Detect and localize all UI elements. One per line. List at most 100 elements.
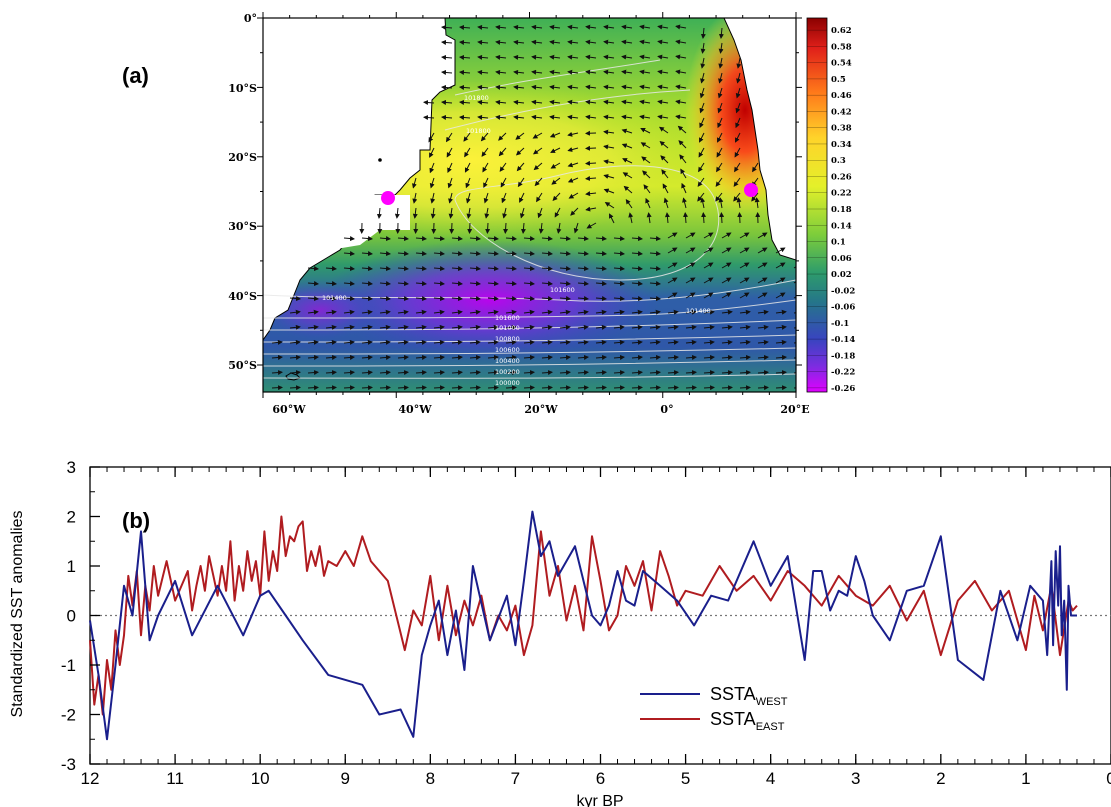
wind-arrow — [661, 169, 669, 179]
wind-arrow — [721, 292, 732, 299]
wind-arrow — [397, 354, 409, 360]
wind-arrow — [721, 370, 733, 376]
wind-arrow — [703, 385, 715, 391]
wind-arrow — [415, 339, 427, 345]
wind-arrow — [639, 99, 651, 105]
wind-arrow — [495, 24, 507, 30]
wind-arrow — [675, 99, 687, 105]
wind-arrow — [415, 370, 427, 376]
x-tick-label: 0 — [1106, 769, 1111, 788]
wind-arrow — [430, 192, 436, 204]
wind-vectors — [271, 24, 796, 391]
wind-arrow — [505, 296, 517, 302]
wind-arrow — [559, 266, 571, 272]
wind-arrow — [559, 339, 571, 345]
pressure-contours — [263, 59, 796, 379]
wind-arrow — [289, 370, 301, 376]
wind-arrow — [631, 339, 643, 345]
wind-arrow — [482, 162, 489, 173]
wind-arrow — [550, 147, 561, 153]
wind-arrow — [735, 87, 741, 99]
wind-arrow — [445, 132, 453, 143]
wind-arrow — [459, 69, 471, 75]
y-tick-label: -1 — [61, 656, 76, 675]
wind-arrow — [495, 84, 507, 90]
lon-tick-label: 60°W — [272, 403, 306, 416]
wind-arrow — [703, 292, 714, 299]
wind-arrow — [307, 385, 319, 391]
lon-axis: 60°W 40°W 20°W 0° 20°E — [272, 403, 809, 416]
wind-arrow — [664, 212, 670, 224]
wind-arrow — [505, 324, 517, 330]
wind-arrow — [505, 339, 517, 345]
wind-arrow — [541, 339, 553, 345]
wind-arrow — [451, 236, 463, 242]
wind-arrow — [307, 296, 319, 302]
wind-arrow — [603, 54, 615, 60]
wind-arrow — [533, 162, 543, 171]
wind-arrow — [523, 324, 535, 330]
legend-label-west: SSTAWEST — [710, 684, 788, 708]
wind-arrow — [379, 385, 391, 391]
wind-arrow — [613, 324, 625, 330]
wind-arrow — [595, 339, 607, 345]
wind-arrow — [343, 324, 355, 330]
wind-arrow — [541, 324, 553, 330]
wind-arrow — [559, 296, 571, 302]
lon-tick-label: 40°W — [398, 403, 432, 416]
series-line-west — [89, 510, 1077, 741]
y-tick-label: 1 — [67, 557, 76, 576]
wind-arrow — [498, 147, 507, 157]
wind-arrow — [519, 192, 525, 203]
wind-arrow — [604, 202, 615, 209]
wind-arrow — [700, 72, 705, 84]
wind-arrow — [469, 296, 481, 302]
wind-arrow — [451, 251, 463, 257]
wind-arrow — [412, 207, 418, 219]
wind-arrow — [717, 102, 723, 114]
y-tick-label: 2 — [67, 508, 76, 527]
wind-arrow — [613, 236, 625, 242]
wind-arrow — [703, 309, 715, 315]
wind-arrow — [469, 324, 481, 330]
wind-arrow — [739, 339, 751, 345]
wind-arrow — [703, 277, 714, 284]
wind-arrow — [495, 99, 507, 105]
wind-arrow — [775, 292, 786, 299]
lat-tick-label: 30°S — [228, 220, 257, 233]
wind-arrow — [541, 296, 553, 302]
wind-arrow — [343, 370, 355, 376]
y-tick-label: -2 — [61, 706, 76, 725]
wind-arrow — [639, 114, 651, 120]
wind-arrow — [613, 266, 625, 272]
x-tick-label: 6 — [596, 769, 605, 788]
wind-arrow — [640, 127, 651, 134]
wind-arrow — [585, 84, 597, 90]
wind-arrow — [775, 354, 787, 360]
wind-arrow — [469, 251, 481, 257]
wind-arrow — [718, 197, 724, 209]
wind-arrow — [775, 339, 787, 345]
wind-arrow — [631, 251, 643, 257]
wind-arrow — [361, 296, 373, 302]
wind-arrow — [343, 296, 355, 302]
wind-arrow — [361, 309, 373, 315]
colorbar-tick-label: 0.14 — [831, 221, 852, 231]
map-frame-ticks — [257, 12, 802, 398]
wind-arrow — [429, 177, 435, 189]
wind-arrow — [523, 266, 535, 272]
wind-arrow — [325, 281, 337, 287]
wind-arrow — [640, 142, 651, 149]
wind-arrow — [441, 99, 453, 105]
lon-tick-label: 20°E — [780, 403, 809, 416]
wind-arrow — [451, 385, 463, 391]
wind-arrow — [361, 354, 373, 360]
wind-arrow — [289, 296, 301, 302]
wind-arrow — [657, 39, 669, 45]
wind-arrow — [649, 339, 661, 345]
wind-arrow — [603, 69, 615, 75]
wind-arrow — [433, 324, 445, 330]
wind-arrow — [700, 27, 706, 39]
colorbar-tick-label: 0.5 — [831, 75, 846, 85]
wind-arrow — [595, 324, 607, 330]
